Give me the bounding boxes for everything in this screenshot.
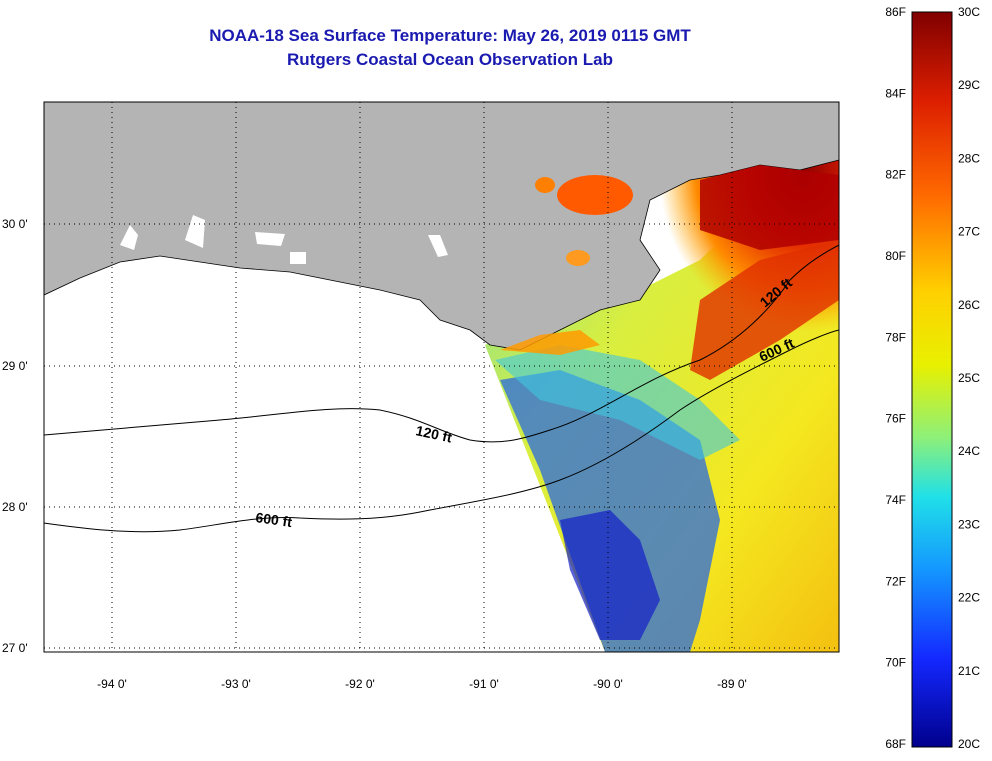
lon-tick-label: -94 0' <box>97 677 127 691</box>
colorbar-f-label: 72F <box>885 574 906 588</box>
lon-tick-label: -89 0' <box>717 677 747 691</box>
contour-label-600ft: 600 ft <box>255 509 294 530</box>
colorbar-f-label: 86F <box>885 5 906 19</box>
lake <box>255 232 285 246</box>
lon-tick-label: -93 0' <box>221 677 251 691</box>
colorbar-c-label: 20C <box>958 737 980 751</box>
sst-coldest-patches <box>560 510 660 640</box>
colorbar-c-label: 24C <box>958 444 980 458</box>
colorbar-f-label: 70F <box>885 656 906 670</box>
contour-label-120ft: 120 ft <box>414 422 453 445</box>
colorbar-c-label: 21C <box>958 664 980 678</box>
lake-pontchartrain <box>557 175 633 215</box>
lon-axis: -94 0' -93 0' -92 0' -91 0' -90 0' -89 0… <box>97 677 747 691</box>
colorbar-labels: 86F 84F 82F 80F 78F 76F 74F 72F 70F 68F 30C 29C 28C 2… <box>885 5 980 751</box>
lake <box>185 215 205 248</box>
map-frame <box>43 101 840 653</box>
colorbar-f-label: 76F <box>885 412 906 426</box>
lat-tick-label: 27 0' <box>2 641 28 655</box>
lon-tick-label: -91 0' <box>469 677 499 691</box>
colorbar-f-label: 78F <box>885 330 906 344</box>
colorbar-f-label: 80F <box>885 249 906 263</box>
lat-tick-label: 30 0' <box>2 217 28 231</box>
sst-hot-sound <box>700 165 839 250</box>
lat-tick-label: 29 0' <box>2 359 28 373</box>
graticule <box>44 102 839 652</box>
colorbar-c-label: 29C <box>958 78 980 92</box>
colorbar-f-label: 84F <box>885 86 906 100</box>
colorbar-f-label: 82F <box>885 168 906 182</box>
colorbar-c-label: 30C <box>958 5 980 19</box>
sst-warm-east <box>690 240 839 380</box>
colorbar-c-label: 28C <box>958 151 980 165</box>
contour-120ft <box>44 244 839 443</box>
map-subtitle: Rutgers Coastal Ocean Observation Lab <box>287 50 613 69</box>
colorbar-f-label: 68F <box>885 737 906 751</box>
lake <box>290 252 306 264</box>
colorbar-c-label: 22C <box>958 591 980 605</box>
lake-maurepas <box>535 177 555 193</box>
coastal-warm-bay <box>500 330 600 355</box>
colorbar-c-label: 27C <box>958 225 980 239</box>
lake <box>120 225 138 250</box>
lake <box>428 235 448 257</box>
contour-600ft <box>44 329 839 533</box>
colorbar <box>911 11 953 748</box>
inland-lake <box>566 250 590 266</box>
lon-tick-label: -90 0' <box>593 677 623 691</box>
lat-tick-label: 28 0' <box>2 500 28 514</box>
colorbar-f-label: 74F <box>885 493 906 507</box>
lon-tick-label: -92 0' <box>345 677 375 691</box>
map-title: NOAA-18 Sea Surface Temperature: May 26,… <box>209 26 691 45</box>
colorbar-c-label: 26C <box>958 298 980 312</box>
colorbar-c-label: 23C <box>958 517 980 531</box>
lat-axis: 30 0' 29 0' 28 0' 27 0' <box>2 217 28 655</box>
colorbar-c-label: 25C <box>958 371 980 385</box>
